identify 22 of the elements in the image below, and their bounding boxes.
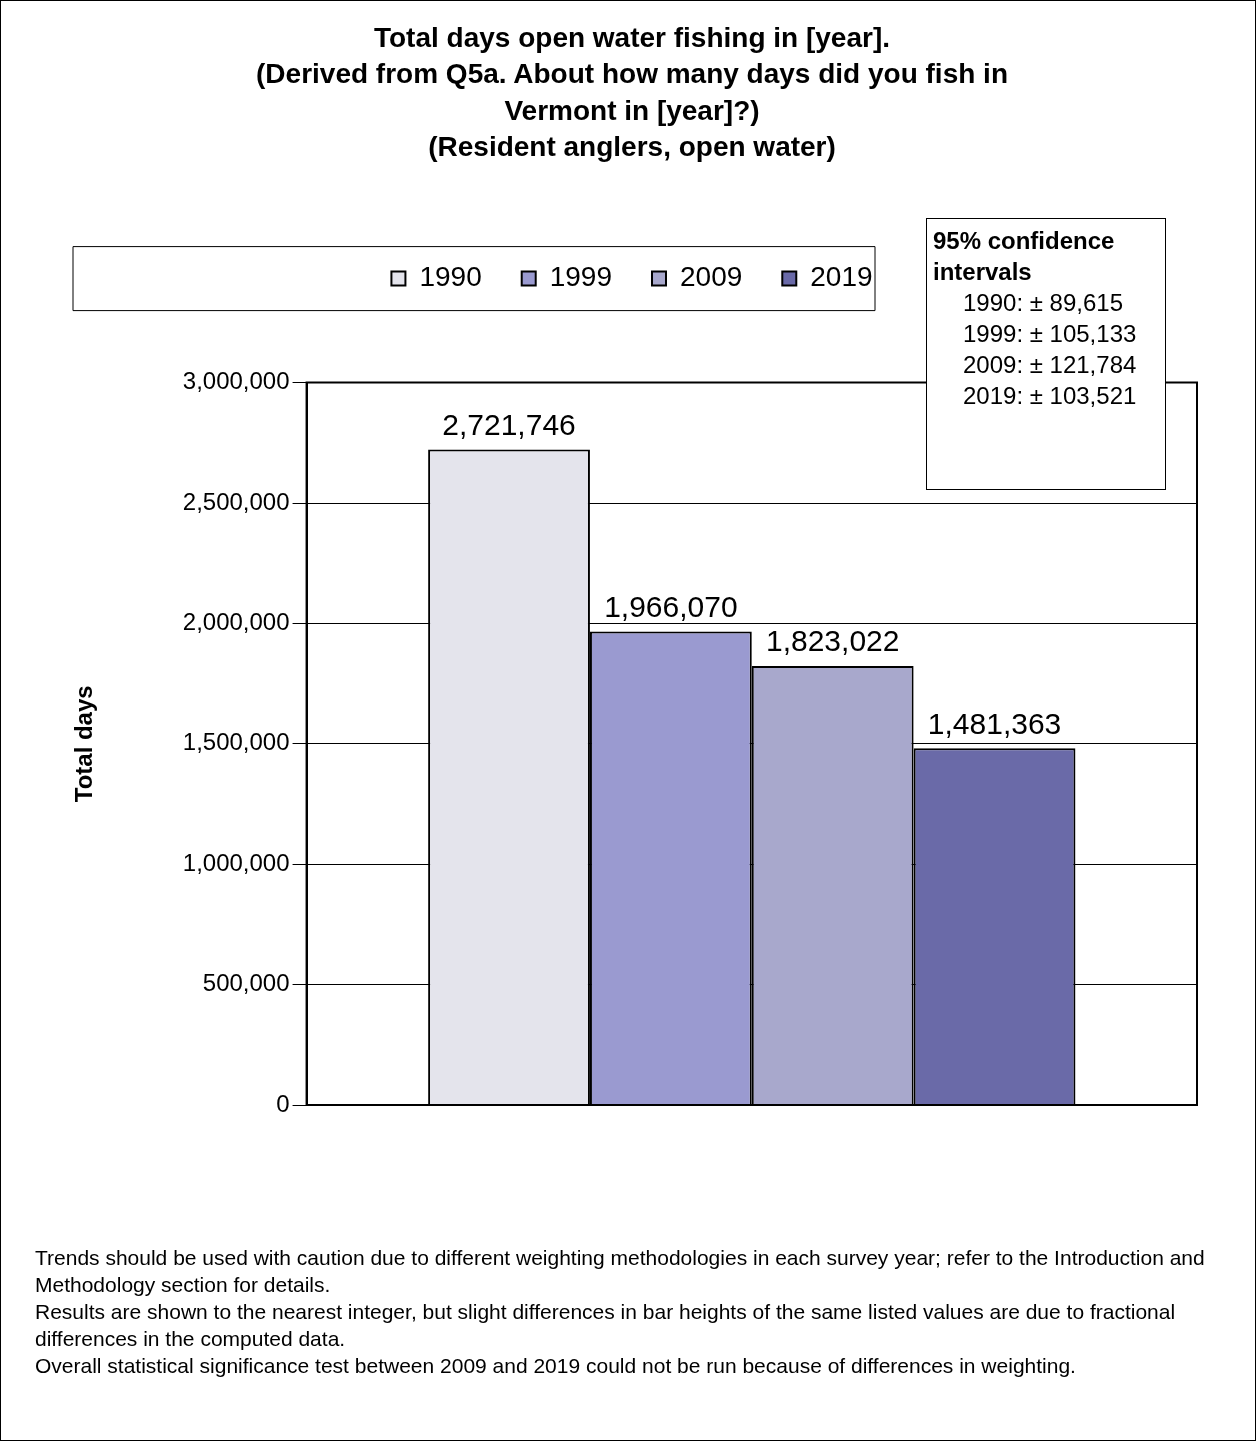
text: Overall statistical significance test between 2009 and 2019 could not be run because of differences in weighting. (35, 1353, 1077, 1379)
legend-label: 2019 (810, 261, 873, 293)
legend-label: 1990 (419, 261, 482, 293)
y-axis-title: Total days (70, 685, 98, 803)
annotation: 95% confidence intervals 1990: ± 89,615 1999: ± 105,133 2009: ± 121,784 2019: ± 103,521 (933, 226, 1138, 411)
y-tick-label: 2,500,000 (182, 487, 290, 515)
data-label: 2,721,746 (442, 407, 576, 441)
y-tick-label: 1,500,000 (182, 728, 290, 756)
text: Trends should be used with caution due to different weighting methodologies in each survey year; refer to the Introduction and Methodology section for details. (35, 1245, 1206, 1298)
chart-title: Total days open water fishing in [year]. (Derived from Q5a. About how many days did you fish in Vermont in [year]?) (Resident anglers, open water) (256, 21, 1008, 163)
data-label: 1,966,070 (604, 589, 738, 623)
legend-label: 2009 (680, 261, 743, 293)
text-box: 95% confidence intervals 1990: ± 89,615 1999: ± 105,133 2009: ± 121,784 2019: ± 103,521 (926, 218, 1166, 490)
y-tick-label: 500,000 (202, 969, 290, 997)
text: Results are shown to the nearest integer, but slight differences in bar heights of the same listed values are due to fractional differences in the computed data. (35, 1299, 1177, 1352)
data-label: 1,823,022 (765, 624, 900, 658)
data-label: 1,481,363 (927, 706, 1062, 740)
y-tick-label: 0 (276, 1089, 290, 1117)
y-tick-label: 2,000,000 (182, 608, 290, 636)
y-tick-label: 3,000,000 (182, 367, 290, 395)
y-tick-label: 1,000,000 (182, 848, 290, 876)
legend-label: 1999 (549, 261, 613, 293)
